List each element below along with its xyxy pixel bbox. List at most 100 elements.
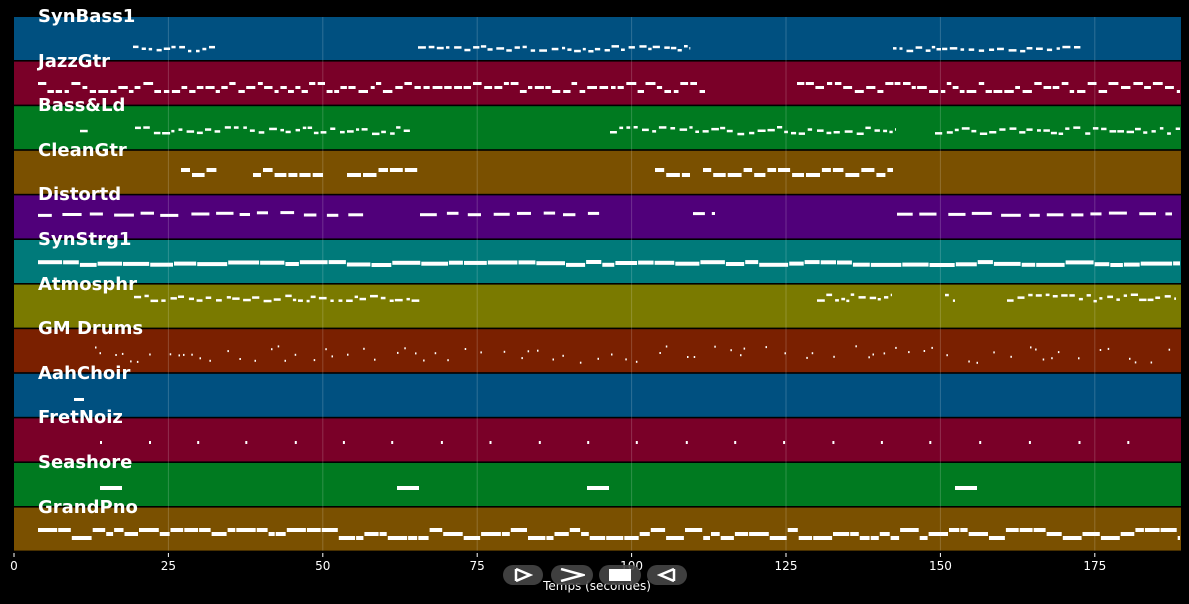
- note: [1152, 82, 1163, 85]
- note: [202, 47, 207, 51]
- note: [521, 357, 523, 360]
- note: [370, 294, 378, 298]
- note: [903, 82, 911, 85]
- note: [931, 346, 933, 349]
- note: [464, 348, 467, 350]
- note: [637, 90, 644, 93]
- note: [1015, 86, 1020, 89]
- note: [889, 130, 893, 134]
- note: [298, 299, 303, 302]
- note: [827, 82, 833, 85]
- note: [480, 45, 487, 48]
- note: [38, 528, 58, 532]
- note: [243, 126, 247, 129]
- note: [993, 90, 1003, 93]
- note: [1098, 90, 1108, 93]
- note: [720, 536, 734, 540]
- note: [960, 528, 968, 532]
- track-band: [14, 284, 1181, 328]
- note: [216, 299, 222, 302]
- note: [1167, 132, 1171, 135]
- note: [979, 132, 988, 135]
- note: [645, 82, 656, 85]
- note: [1001, 213, 1021, 217]
- note: [205, 86, 215, 89]
- note: [1078, 297, 1083, 301]
- note: [702, 130, 709, 133]
- note: [454, 46, 462, 49]
- note: [381, 130, 386, 134]
- note: [791, 131, 797, 135]
- note: [295, 86, 301, 89]
- note: [1009, 127, 1017, 130]
- note: [55, 90, 62, 93]
- rewind-button[interactable]: [647, 565, 687, 585]
- note: [993, 351, 995, 354]
- track-label: GrandPno: [38, 496, 138, 518]
- note: [184, 528, 199, 532]
- note: [952, 86, 959, 89]
- note: [192, 173, 205, 177]
- note: [587, 86, 597, 89]
- note: [820, 260, 836, 265]
- note: [743, 168, 753, 172]
- note: [153, 131, 161, 135]
- play-button[interactable]: [503, 565, 543, 585]
- note: [960, 48, 965, 51]
- note: [1046, 532, 1062, 536]
- note: [543, 211, 556, 215]
- note: [961, 127, 970, 130]
- note: [171, 45, 176, 49]
- note: [92, 528, 106, 532]
- note: [617, 86, 624, 89]
- note: [285, 294, 292, 298]
- note: [444, 86, 452, 89]
- note: [611, 86, 616, 89]
- note: [134, 295, 142, 299]
- note: [850, 293, 855, 296]
- note: [737, 132, 745, 136]
- note: [205, 128, 212, 131]
- note: [635, 441, 638, 444]
- note: [1086, 294, 1091, 297]
- note: [256, 211, 268, 215]
- note: [196, 49, 200, 53]
- track-band: [14, 106, 1181, 150]
- stop-button[interactable]: [599, 565, 641, 585]
- note: [959, 90, 965, 93]
- note: [528, 536, 546, 540]
- forward-button[interactable]: [551, 565, 593, 585]
- note: [611, 353, 613, 356]
- note: [62, 213, 82, 216]
- note: [567, 48, 572, 51]
- note: [1160, 528, 1177, 532]
- note: [294, 441, 297, 444]
- note: [925, 49, 931, 52]
- note: [284, 359, 286, 362]
- note: [243, 298, 251, 302]
- note: [946, 354, 948, 357]
- note: [883, 352, 886, 355]
- note: [1004, 90, 1014, 93]
- note: [63, 260, 79, 265]
- note: [299, 173, 311, 177]
- note: [227, 528, 236, 532]
- note: [141, 47, 146, 50]
- note: [269, 127, 277, 131]
- note: [806, 173, 820, 177]
- note: [97, 261, 122, 266]
- note: [514, 46, 520, 49]
- note: [677, 49, 682, 52]
- note: [162, 132, 171, 135]
- note: [868, 356, 870, 359]
- note: [274, 173, 287, 177]
- note: [639, 532, 650, 536]
- note: [1159, 127, 1164, 130]
- note: [285, 130, 291, 134]
- note: [288, 173, 298, 177]
- note: [306, 528, 321, 532]
- track-label: SynBass1: [38, 6, 136, 27]
- note: [954, 128, 959, 132]
- note: [89, 90, 96, 93]
- note: [689, 47, 691, 50]
